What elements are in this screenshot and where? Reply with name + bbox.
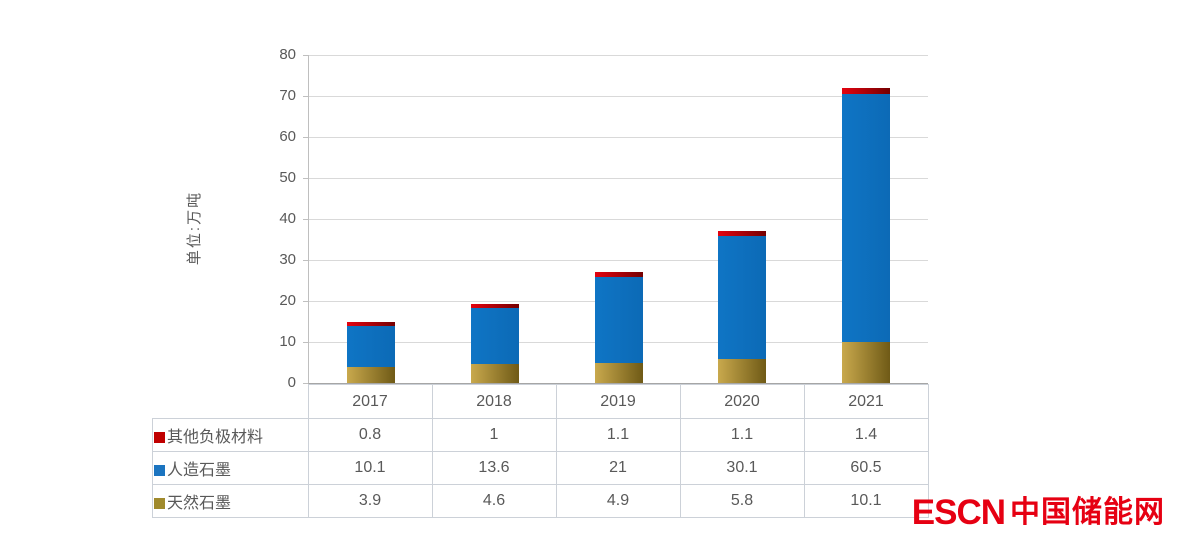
value-cell: 1.1 bbox=[679, 418, 805, 452]
bar-segment-其他负极材料 bbox=[718, 231, 766, 236]
y-axis-tickmark bbox=[303, 55, 308, 56]
y-axis-tick-label: 70 bbox=[279, 87, 296, 104]
legend-label: 天然石墨 bbox=[167, 495, 232, 512]
year-header-cell: 2020 bbox=[679, 384, 805, 419]
legend-cell: 天然石墨 bbox=[152, 484, 309, 518]
y-axis-tickmark bbox=[303, 219, 308, 220]
bar-segment-人造石墨 bbox=[595, 276, 643, 363]
value-cell: 10.1 bbox=[307, 451, 433, 485]
legend-label: 其他负极材料 bbox=[167, 429, 264, 446]
y-axis-tickmark bbox=[303, 342, 308, 343]
y-axis-tick-label: 40 bbox=[279, 210, 296, 227]
year-header-cell: 2021 bbox=[803, 384, 929, 419]
gridline bbox=[309, 55, 928, 56]
value-cell: 1.4 bbox=[803, 418, 929, 452]
bar-segment-天然石墨 bbox=[842, 341, 890, 383]
plot-area bbox=[303, 55, 928, 384]
bar-segment-人造石墨 bbox=[347, 325, 395, 368]
bar-segment-天然石墨 bbox=[471, 364, 519, 383]
bar-segment-其他负极材料 bbox=[595, 272, 643, 277]
value-cell: 5.8 bbox=[679, 484, 805, 518]
y-axis-title: 单位:万吨 bbox=[186, 190, 203, 266]
y-axis-tickmark bbox=[303, 383, 308, 384]
table-row: 天然石墨 3.9 4.6 4.9 5.8 10.1 bbox=[152, 484, 929, 518]
legend-cell: 人造石墨 bbox=[152, 451, 309, 485]
y-axis-tickmark bbox=[303, 96, 308, 97]
value-cell: 21 bbox=[555, 451, 681, 485]
y-axis-tickmark bbox=[303, 301, 308, 302]
y-axis-tick-label: 10 bbox=[279, 333, 296, 350]
bar-segment-其他负极材料 bbox=[842, 87, 890, 94]
y-axis-tick-label: 50 bbox=[279, 169, 296, 186]
gridline bbox=[309, 260, 928, 261]
value-cell: 10.1 bbox=[803, 484, 929, 518]
y-axis-tick-label: 80 bbox=[279, 46, 296, 63]
value-cell: 1 bbox=[431, 418, 557, 452]
y-axis-tickmark bbox=[303, 260, 308, 261]
bar-segment-其他负极材料 bbox=[471, 304, 519, 309]
gridline bbox=[309, 219, 928, 220]
bar-segment-人造石墨 bbox=[471, 308, 519, 365]
y-axis-tickmark bbox=[303, 137, 308, 138]
gridline bbox=[309, 137, 928, 138]
bar-segment-其他负极材料 bbox=[347, 322, 395, 326]
year-header-cell: 2019 bbox=[555, 384, 681, 419]
legend-swatch-icon bbox=[154, 465, 165, 476]
value-cell: 4.6 bbox=[431, 484, 557, 518]
legend-swatch-icon bbox=[154, 432, 165, 443]
stacked-bar-2018 bbox=[471, 55, 519, 383]
logo-text-chinese: 中国储能网 bbox=[1010, 496, 1165, 529]
y-axis-tickmark bbox=[303, 178, 308, 179]
stacked-bar-2019 bbox=[595, 55, 643, 383]
y-axis-tick-label: 30 bbox=[279, 251, 296, 268]
year-header-cell: 2018 bbox=[431, 384, 557, 419]
logo-text-escn: ESCN bbox=[911, 493, 1006, 532]
y-axis-tick-label: 0 bbox=[287, 374, 296, 391]
y-axis-tick-label: 20 bbox=[279, 292, 296, 309]
table-corner-blank bbox=[153, 385, 309, 419]
gridline bbox=[309, 96, 928, 97]
legend-label: 人造石墨 bbox=[167, 462, 232, 479]
bar-segment-人造石墨 bbox=[718, 235, 766, 360]
data-table: 2017 2018 2019 2020 2021 其他负极材料 0.8 1 1.1 1.1 1.4 人… bbox=[152, 384, 929, 518]
escn-logo: ESCN 中国储能网 bbox=[912, 495, 1165, 530]
legend-swatch-icon bbox=[154, 498, 165, 509]
stacked-bar-2017 bbox=[347, 55, 395, 383]
value-cell: 1.1 bbox=[555, 418, 681, 452]
year-header-cell: 2017 bbox=[307, 384, 433, 419]
value-cell: 30.1 bbox=[679, 451, 805, 485]
value-cell: 60.5 bbox=[803, 451, 929, 485]
table-row: 其他负极材料 0.8 1 1.1 1.1 1.4 bbox=[152, 418, 929, 452]
stacked-bar-2021 bbox=[842, 55, 890, 383]
bar-segment-天然石墨 bbox=[595, 362, 643, 383]
gridline bbox=[309, 178, 928, 179]
legend-cell: 其他负极材料 bbox=[152, 418, 309, 452]
value-cell: 3.9 bbox=[307, 484, 433, 518]
y-axis-tick-label: 60 bbox=[279, 128, 296, 145]
value-cell: 4.9 bbox=[555, 484, 681, 518]
bar-segment-天然石墨 bbox=[347, 367, 395, 383]
value-cell: 0.8 bbox=[307, 418, 433, 452]
table-row: 人造石墨 10.1 13.6 21 30.1 60.5 bbox=[152, 451, 929, 485]
bar-segment-人造石墨 bbox=[842, 93, 890, 342]
value-cell: 13.6 bbox=[431, 451, 557, 485]
stacked-bar-2020 bbox=[718, 55, 766, 383]
bar-segment-天然石墨 bbox=[718, 359, 766, 383]
